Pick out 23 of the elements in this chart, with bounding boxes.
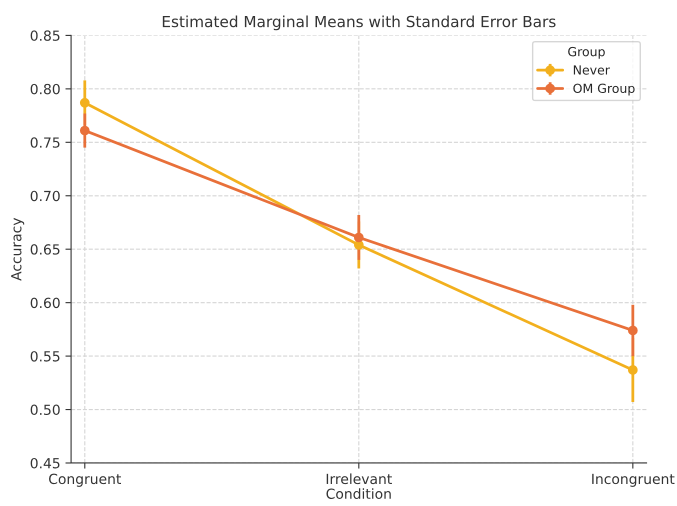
x-axis-title: Condition [326,488,391,499]
y-tick-label: 0.70 [30,190,60,202]
y-tick-label: 0.65 [30,244,60,255]
y-tick-label: 0.60 [30,298,60,308]
point [80,126,90,136]
y-axis-title: Accuracy [11,218,24,281]
y-tick-label: 0.55 [30,351,60,362]
chart-title: Estimated Marginal Means with Standard Error Bars [162,15,556,30]
y-tick-label: 0.75 [30,137,60,148]
point [354,232,364,242]
y-tick-label: 0.85 [30,30,60,41]
y-tick-label: 0.80 [30,84,60,94]
legend-label: OM Group [573,84,635,96]
legend-title: Group [568,46,605,59]
x-tick-label: Irrelevant [326,473,392,484]
y-tick-label: 0.50 [30,404,60,416]
point [628,365,638,375]
point [628,326,638,336]
x-tick-label: Congruent [49,474,122,487]
point [80,98,90,108]
legend-label: Never [574,65,610,75]
x-tick-label: Incongruent [592,474,674,487]
y-tick-label: 0.45 [30,458,60,468]
